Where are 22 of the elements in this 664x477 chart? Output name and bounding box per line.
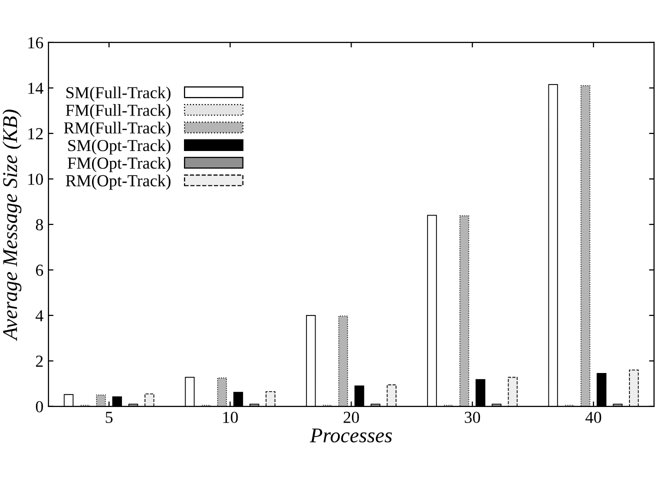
x-tick-label: 40	[585, 412, 602, 423]
y-tick-label: 6	[36, 264, 44, 276]
y-tick-label: 8	[36, 219, 43, 230]
y-axis-title: Average Message Size (KB)	[2, 110, 22, 341]
legend-label: SM(Full-Track)	[66, 86, 170, 102]
y-tick-label: 10	[28, 174, 43, 185]
y-tick-label: 16	[28, 37, 44, 48]
y-tick-label: 4	[36, 310, 44, 322]
x-tick-label: 5	[106, 412, 113, 423]
legend-label: FM(Opt-Track)	[68, 157, 170, 172]
x-tick-label: 20	[344, 412, 359, 423]
x-tick-label: 30	[464, 412, 480, 423]
legend-label: SM(Opt-Track)	[68, 139, 170, 155]
x-axis-title: Processes	[310, 428, 392, 442]
x-tick-label: 10	[223, 412, 238, 423]
legend-label: RM(Opt-Track)	[66, 174, 170, 190]
y-tick-label: 0	[36, 401, 43, 412]
y-tick-label: 2	[36, 356, 43, 367]
y-tick-label: 14	[28, 82, 44, 94]
legend-label: FM(Full-Track)	[66, 104, 170, 120]
legend-label: RM(Full-Track)	[64, 122, 170, 137]
y-tick-label: 12	[28, 128, 43, 140]
